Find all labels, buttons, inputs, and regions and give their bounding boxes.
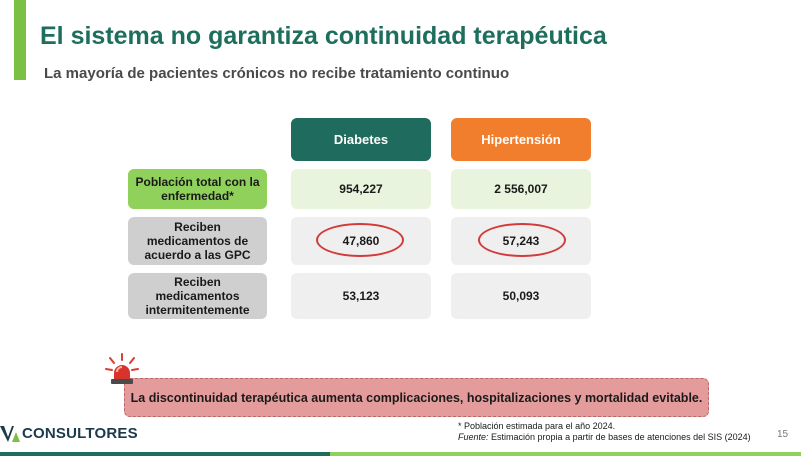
- row-label-intermitente: Reciben medicamentos intermitentemente: [128, 273, 267, 319]
- page-number: 15: [777, 429, 789, 440]
- highlight-circle-hipertension: [478, 223, 566, 257]
- callout-box: La discontinuidad terapéutica aumenta co…: [124, 378, 709, 417]
- row-label-poblacion: Población total con la enfermedad*: [128, 169, 267, 209]
- column-header-diabetes: Diabetes: [291, 118, 431, 161]
- row-label-gpc: Reciben medicamentos de acuerdo a las GP…: [128, 217, 267, 265]
- cell-diabetes-poblacion: 954,227: [291, 169, 431, 209]
- highlight-circle-diabetes: [316, 223, 404, 257]
- footnote: * Población estimada para el año 2024. F…: [458, 421, 751, 443]
- page-subtitle: La mayoría de pacientes crónicos no reci…: [44, 65, 510, 82]
- alarm-light-icon: [105, 353, 139, 384]
- column-header-hipertension: Hipertensión: [451, 118, 591, 161]
- bottom-border: [0, 452, 801, 456]
- footnote-source: Fuente: Estimación propia a partir de ba…: [458, 432, 751, 443]
- footnote-population: * Población estimada para el año 2024.: [458, 421, 616, 431]
- logo-text: CONSULTORES: [22, 425, 138, 442]
- accent-bar: [14, 0, 26, 80]
- source-label: Fuente:: [458, 432, 489, 442]
- cell-hipertension-intermitente: 50,093: [451, 273, 591, 319]
- cell-hipertension-poblacion: 2 556,007: [451, 169, 591, 209]
- company-logo: CONSULTORES: [0, 425, 138, 442]
- va-logo-icon: [0, 425, 20, 442]
- source-text: Estimación propia a partir de bases de a…: [488, 432, 751, 442]
- cell-diabetes-intermitente: 53,123: [291, 273, 431, 319]
- page-title: El sistema no garantiza continuidad tera…: [40, 22, 607, 50]
